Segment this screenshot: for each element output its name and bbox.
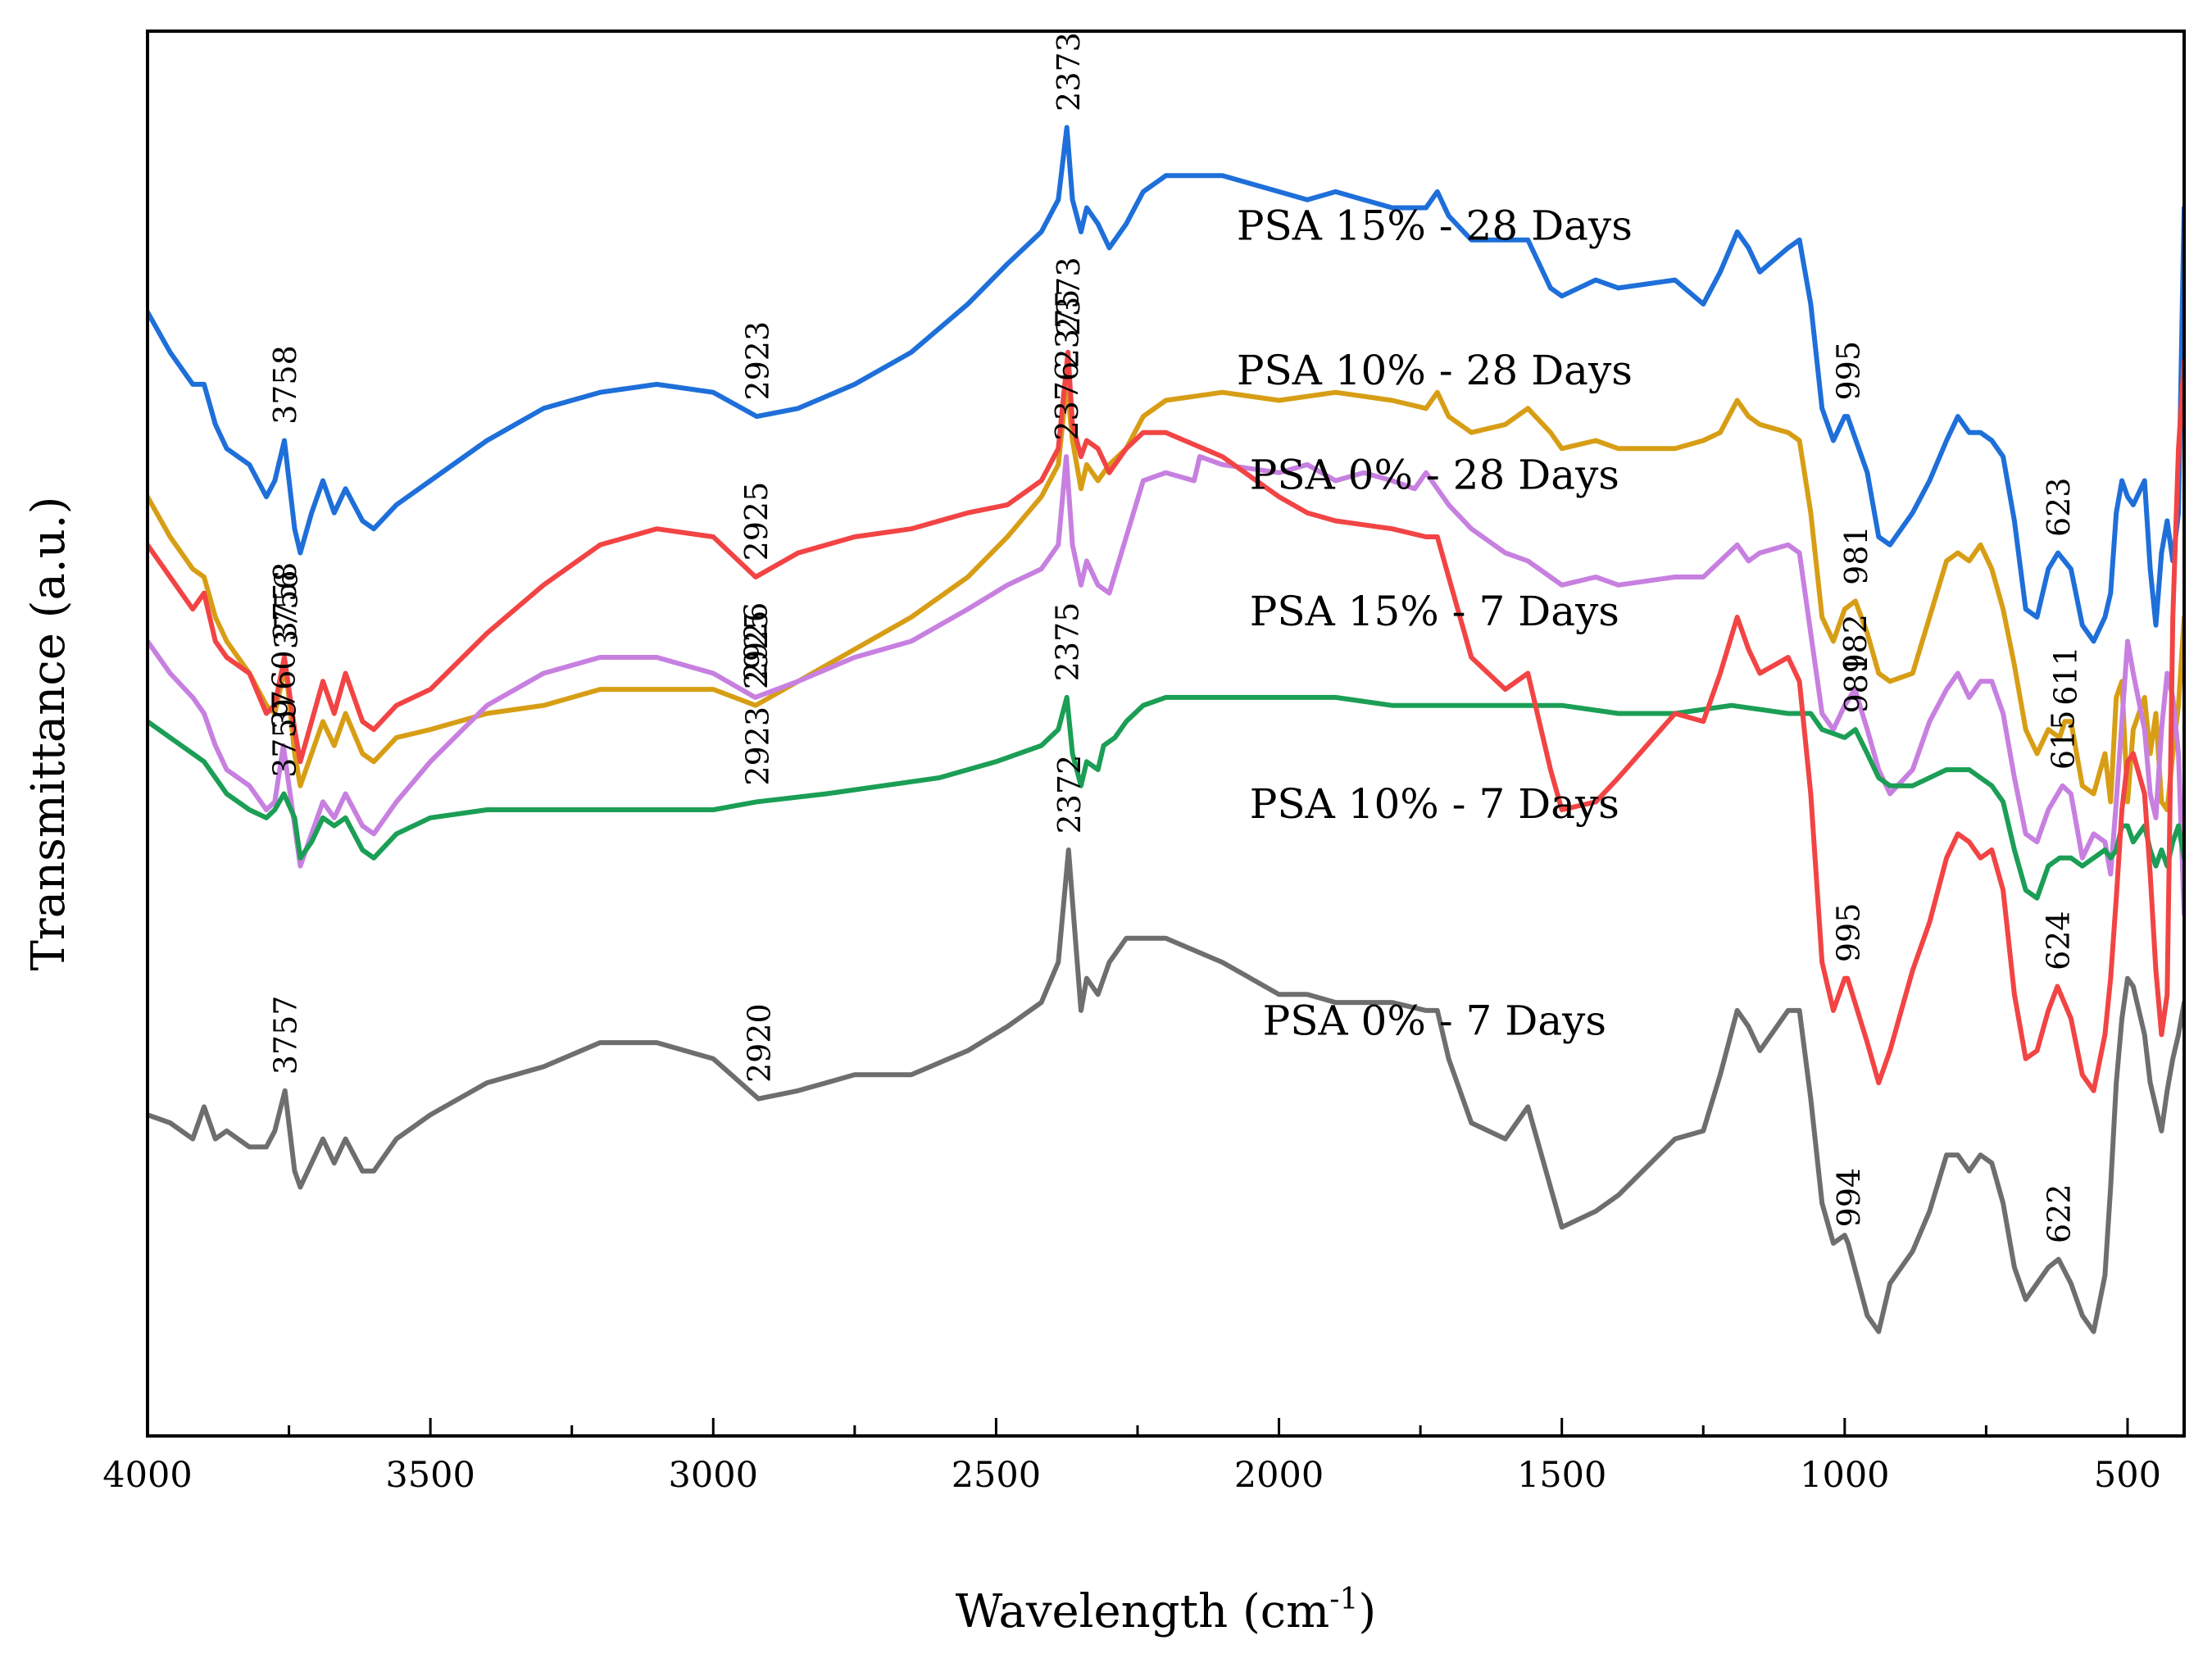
- peak-label: 2925: [738, 610, 774, 689]
- peak-label: 2376: [1049, 361, 1085, 441]
- peak-label: 995: [1830, 341, 1866, 401]
- series-line-6: [148, 847, 2184, 1334]
- series-line-3: [148, 694, 2184, 901]
- peak-label: 3760: [266, 650, 302, 729]
- peak-label: 611: [2047, 646, 2083, 706]
- peak-label: 3758: [267, 562, 303, 642]
- y-axis-title: Transmittance (a.u.): [22, 497, 75, 971]
- x-tick-label: 1500: [1517, 1455, 1606, 1496]
- series-label-4: PSA 15% - 7 Days: [1250, 588, 1619, 635]
- peak-label: 2375: [1050, 289, 1086, 369]
- peak-label: 622: [2042, 1184, 2078, 1243]
- peak-label: 981: [1838, 654, 1874, 714]
- peak-label: 3756: [268, 570, 304, 649]
- series-label-1: PSA 15% - 28 Days: [1237, 202, 1633, 250]
- peak-label: 982: [1837, 614, 1874, 674]
- peak-label: 3758: [267, 345, 303, 425]
- peak-label: 994: [1831, 1168, 1867, 1228]
- x-tick-label: 4000: [102, 1455, 192, 1496]
- peak-label: 995: [1830, 903, 1866, 963]
- peak-label: 3759: [266, 698, 302, 778]
- series-line-1: [148, 381, 2184, 812]
- series-label-5: PSA 10% - 7 Days: [1250, 780, 1619, 828]
- series-layer: [148, 125, 2184, 1334]
- series-line-5: [148, 349, 2184, 1093]
- x-axis-title-superscript: -1: [1329, 1583, 1358, 1616]
- x-axis-title-close: ): [1358, 1585, 1376, 1638]
- series-line-2: [148, 454, 2184, 917]
- peak-label: 981: [1838, 525, 1874, 585]
- series-line-4: [148, 125, 2184, 644]
- peak-label: 2373: [1051, 257, 1087, 336]
- labels-layer: PSA 15% - 28 Days PSA 10% - 28 Days PSA 0%…: [266, 32, 2084, 1243]
- peak-label: 2923: [739, 321, 775, 401]
- peak-label: 2373: [1051, 32, 1087, 111]
- x-tick-label: 3500: [385, 1455, 475, 1496]
- peak-label: 2923: [739, 707, 775, 786]
- peak-label: 623: [2041, 478, 2077, 538]
- x-axis-title: Wavelength (cm-1): [956, 1583, 1376, 1638]
- peak-label: 2925: [738, 482, 774, 561]
- x-tick-label: 500: [2094, 1455, 2161, 1496]
- peak-label: 615: [2046, 711, 2082, 770]
- peak-label: 2926: [738, 602, 774, 682]
- peak-label: 2920: [742, 1003, 778, 1083]
- peak-label: 3757: [268, 996, 304, 1075]
- series-label-6: PSA 0% - 7 Days: [1263, 997, 1606, 1044]
- peak-label: 624: [2040, 911, 2076, 970]
- x-tick-label: 1000: [1800, 1455, 1889, 1496]
- peak-label: 2375: [1050, 602, 1086, 682]
- plot-frame: [146, 30, 2186, 1438]
- series-label-3: PSA 0% - 28 Days: [1250, 451, 1619, 498]
- x-tick-label: 3000: [669, 1455, 758, 1496]
- series-label-2: PSA 10% - 28 Days: [1237, 347, 1633, 394]
- peak-label: 2372: [1051, 755, 1088, 834]
- x-tick-label: 2500: [952, 1455, 1041, 1496]
- x-axis-title-text: Wavelength (cm: [956, 1585, 1330, 1638]
- x-axis: 4000 3500 3000 2500 2000 1500 1000 500: [102, 1418, 2161, 1496]
- x-tick-label: 2000: [1234, 1455, 1324, 1496]
